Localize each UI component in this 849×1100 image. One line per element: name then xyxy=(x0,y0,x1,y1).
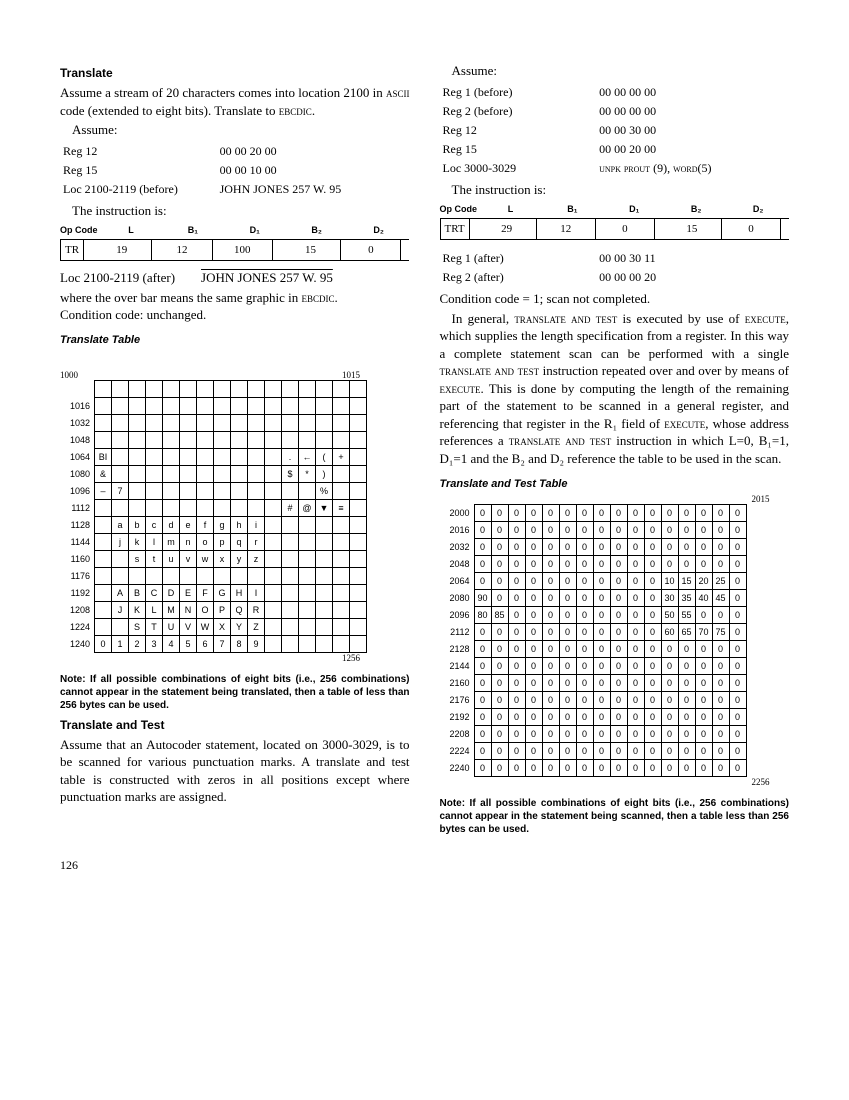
cc-line: Condition code = 1; scan not completed. xyxy=(440,290,790,308)
left-regs-table: Reg 1200 00 20 00 Reg 1500 00 10 00 Loc … xyxy=(60,141,410,200)
table-corner-tr: 1015 xyxy=(342,370,360,380)
right-after-table: Reg 1 (after)00 00 30 11 Reg 2 (after)00… xyxy=(440,248,790,288)
right-regs-table: Reg 1 (before)00 00 00 00 Reg 2 (before)… xyxy=(440,82,790,179)
trt-table-heading: Translate and Test Table xyxy=(440,478,790,490)
translate-heading: Translate xyxy=(60,66,410,80)
translate-test-para: Assume that an Autocoder statement, loca… xyxy=(60,736,410,806)
right-instr-label: The instruction is: xyxy=(440,181,790,199)
left-column: Translate Assume a stream of 20 characte… xyxy=(60,60,410,838)
page-number: 126 xyxy=(60,858,789,873)
tr-instruction: TR 19 12 100 15 0 xyxy=(60,239,410,261)
translate-table: 1016103210481064BI.←(+1080&$*)1096–7%111… xyxy=(60,380,367,653)
translate-intro: Assume a stream of 20 characters comes i… xyxy=(60,84,410,119)
translate-test-heading: Translate and Test xyxy=(60,718,410,732)
right-column: Assume: Reg 1 (before)00 00 00 00 Reg 2 … xyxy=(440,60,790,838)
assume-label: Assume: xyxy=(60,121,410,139)
right-para: In general, translate and test is execut… xyxy=(440,310,790,468)
right-assume: Assume: xyxy=(440,62,790,80)
table-corner-br: 1256 xyxy=(60,653,360,663)
trt-table: 2000000000000000000020160000000000000000… xyxy=(440,504,747,777)
left-note: Note: If all possible combinations of ei… xyxy=(60,673,410,712)
loc-after: Loc 2100-2119 (after) JOHN JONES 257 W. … xyxy=(60,269,410,287)
right-table-tr: 2015 xyxy=(440,494,770,504)
right-instr-header: Op Code LB₁D₁B₂D₂ xyxy=(440,204,790,214)
instr-header: Op Code LB₁D₁B₂D₂ xyxy=(60,225,410,235)
table-corner-tl: 1000 xyxy=(60,370,78,380)
after-note: where the over bar means the same graphi… xyxy=(60,289,410,324)
right-note: Note: If all possible combinations of ei… xyxy=(440,797,790,836)
trt-instruction: TRT 29 12 0 15 0 xyxy=(440,218,790,240)
translate-table-heading: Translate Table xyxy=(60,334,410,346)
right-table-br: 2256 xyxy=(440,777,770,787)
instr-label: The instruction is: xyxy=(60,202,410,220)
